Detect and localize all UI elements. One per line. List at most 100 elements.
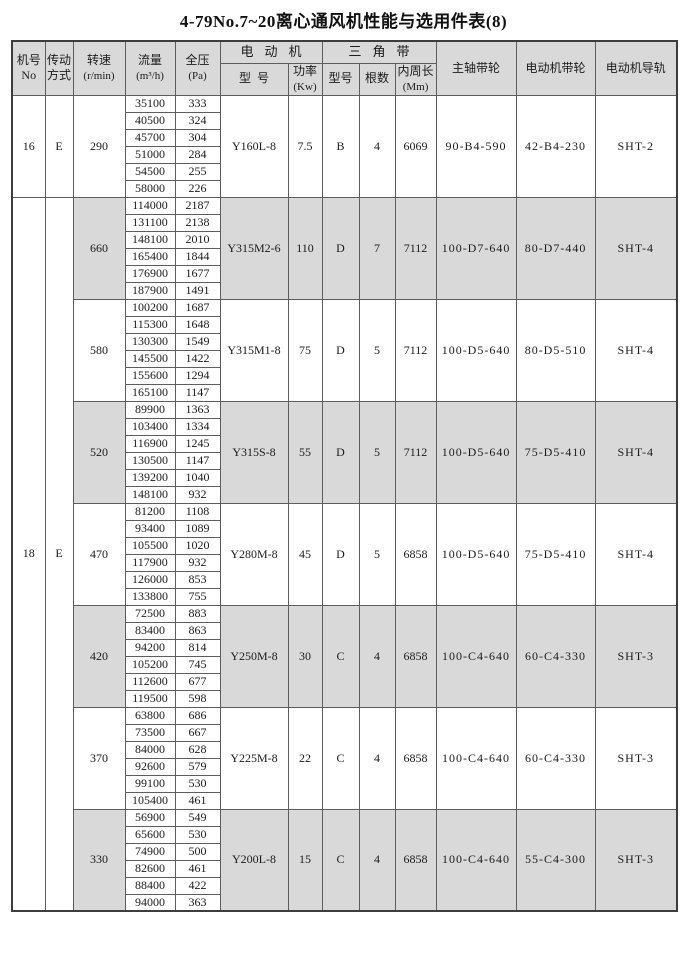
flow-cell: 94200 <box>124 638 176 657</box>
flow-cell: 103400 <box>124 417 176 436</box>
shaft-pulley-cell: 100-D5-640 <box>435 298 517 402</box>
flow-cell: 74900 <box>124 842 176 861</box>
table-row: 93400 1089 <box>12 519 677 538</box>
pressure-cell: 2010 <box>174 230 221 249</box>
belt-model-cell: D <box>321 502 360 606</box>
belt-count-cell: 5 <box>358 502 396 606</box>
pressure-cell: 883 <box>174 604 221 623</box>
flow-cell: 89900 <box>124 400 176 419</box>
speed-cell: 470 <box>72 502 126 606</box>
table-row: 92600 579 <box>12 757 677 776</box>
pressure-cell: 745 <box>174 655 221 674</box>
flow-cell: 119500 <box>124 689 176 708</box>
table-row: 51000 284 <box>12 145 677 164</box>
header-motor-rail: 电动机导轨 <box>594 40 678 96</box>
motor-rail-cell: SHT-2 <box>594 94 678 198</box>
flow-cell: 187900 <box>124 281 176 300</box>
table-row: 165400 1844 <box>12 247 677 266</box>
pressure-cell: 1020 <box>174 536 221 555</box>
table-row: 74900 500 <box>12 842 677 861</box>
flow-cell: 88400 <box>124 876 176 895</box>
flow-cell: 99100 <box>124 774 176 793</box>
belt-length-cell: 7112 <box>394 196 437 300</box>
pressure-cell: 530 <box>174 774 221 793</box>
table-row: 105200 745 <box>12 655 677 674</box>
belt-model-cell: C <box>321 706 360 810</box>
flow-cell: 51000 <box>124 145 176 164</box>
pressure-cell: 932 <box>174 485 221 504</box>
motor-power-cell: 22 <box>287 706 323 810</box>
pressure-cell: 363 <box>174 893 221 912</box>
pressure-cell: 461 <box>174 859 221 878</box>
motor-pulley-cell: 60-C4-330 <box>515 706 596 810</box>
flow-cell: 63800 <box>124 706 176 725</box>
flow-cell: 54500 <box>124 162 176 181</box>
belt-length-cell: 6858 <box>394 706 437 810</box>
table-row: 580 100200 1687 Y315M1-8 75 D 5 7112 100-D5-640 8… <box>12 298 678 402</box>
flow-cell: 165400 <box>124 247 176 266</box>
drive-mode-cell: E <box>44 94 74 198</box>
speed-cell: 420 <box>72 604 126 708</box>
flow-cell: 155600 <box>124 366 176 385</box>
pressure-cell: 932 <box>174 553 221 572</box>
flow-cell: 148100 <box>124 485 176 504</box>
motor-rail-cell: SHT-4 <box>594 400 678 504</box>
motor-rail-cell: SHT-3 <box>594 706 678 810</box>
pressure-cell: 2187 <box>174 196 221 215</box>
header-motor-group: 电动机 <box>219 40 323 64</box>
header-belt-group: 三角带 <box>321 40 437 64</box>
belt-length-cell: 7112 <box>394 298 437 402</box>
header-motor-pulley: 电动机带轮 <box>515 40 596 96</box>
motor-model-cell: Y160L-8 <box>219 94 289 198</box>
pressure-cell: 686 <box>174 706 221 725</box>
motor-rail-cell: SHT-3 <box>594 808 678 912</box>
belt-length-cell: 6858 <box>394 808 437 912</box>
header-motor-model: 型号 <box>219 62 289 96</box>
table-row: 187900 1491 <box>12 281 677 300</box>
flow-cell: 126000 <box>124 570 176 589</box>
flow-cell: 145500 <box>124 349 176 368</box>
flow-cell: 45700 <box>124 128 176 147</box>
flow-cell: 114000 <box>124 196 176 215</box>
pressure-cell: 1677 <box>174 264 221 283</box>
flow-cell: 82600 <box>124 859 176 878</box>
shaft-pulley-cell: 90-B4-590 <box>435 94 517 198</box>
header-flow: 流量 (m³/h) <box>124 40 176 96</box>
flow-cell: 58000 <box>124 179 176 198</box>
table-row: 370 63800 686 Y225M-8 22 C 4 6858 100-C4-640 60-C… <box>12 706 678 810</box>
belt-count-cell: 7 <box>358 196 396 300</box>
table-row: 130300 1549 <box>12 332 677 351</box>
shaft-pulley-cell: 100-C4-640 <box>435 706 517 810</box>
table-row: 112600 677 <box>12 672 677 691</box>
belt-model-cell: B <box>321 94 360 198</box>
drive-mode-cell: E <box>44 196 74 912</box>
table-row: 520 89900 1363 Y315S-8 55 D 5 7112 100-D5-640 75-… <box>12 400 678 504</box>
table-row: 470 81200 1108 Y280M-8 45 D 5 6858 100-D5-640 75-… <box>12 502 678 606</box>
motor-power-cell: 55 <box>287 400 323 504</box>
flow-cell: 105400 <box>124 791 176 810</box>
shaft-pulley-cell: 100-D7-640 <box>435 196 517 300</box>
fan-performance-table: 机号 No 传动 方式 转速 (r/min) 流量 (m³/h) 全压 (P <box>11 40 679 913</box>
speed-cell: 520 <box>72 400 126 504</box>
pressure-cell: 1334 <box>174 417 221 436</box>
header-speed: 转速 (r/min) <box>72 40 126 96</box>
table-row: 45700 304 <box>12 128 677 147</box>
flow-cell: 84000 <box>124 740 176 759</box>
table-row: 126000 853 <box>12 570 677 589</box>
table-row: 139200 1040 <box>12 468 677 487</box>
belt-length-cell: 6069 <box>394 94 437 198</box>
table-row: 40500 324 <box>12 111 677 130</box>
header-pressure: 全压 (Pa) <box>174 40 221 96</box>
flow-cell: 176900 <box>124 264 176 283</box>
motor-rail-cell: SHT-4 <box>594 196 678 300</box>
table-row: 18 E 660 114000 2187 Y315M2-6 110 D 7 7112 100-D7-… <box>11 196 678 912</box>
belt-model-cell: C <box>321 808 360 912</box>
motor-pulley-cell: 80-D5-510 <box>515 298 596 402</box>
belt-count-cell: 5 <box>358 298 396 402</box>
table-row: 82600 461 <box>12 859 677 878</box>
pressure-cell: 1147 <box>174 451 221 470</box>
table-row: 73500 667 <box>12 723 677 742</box>
motor-model-cell: Y250M-8 <box>219 604 289 708</box>
pressure-cell: 333 <box>174 94 221 113</box>
motor-power-cell: 45 <box>287 502 323 606</box>
